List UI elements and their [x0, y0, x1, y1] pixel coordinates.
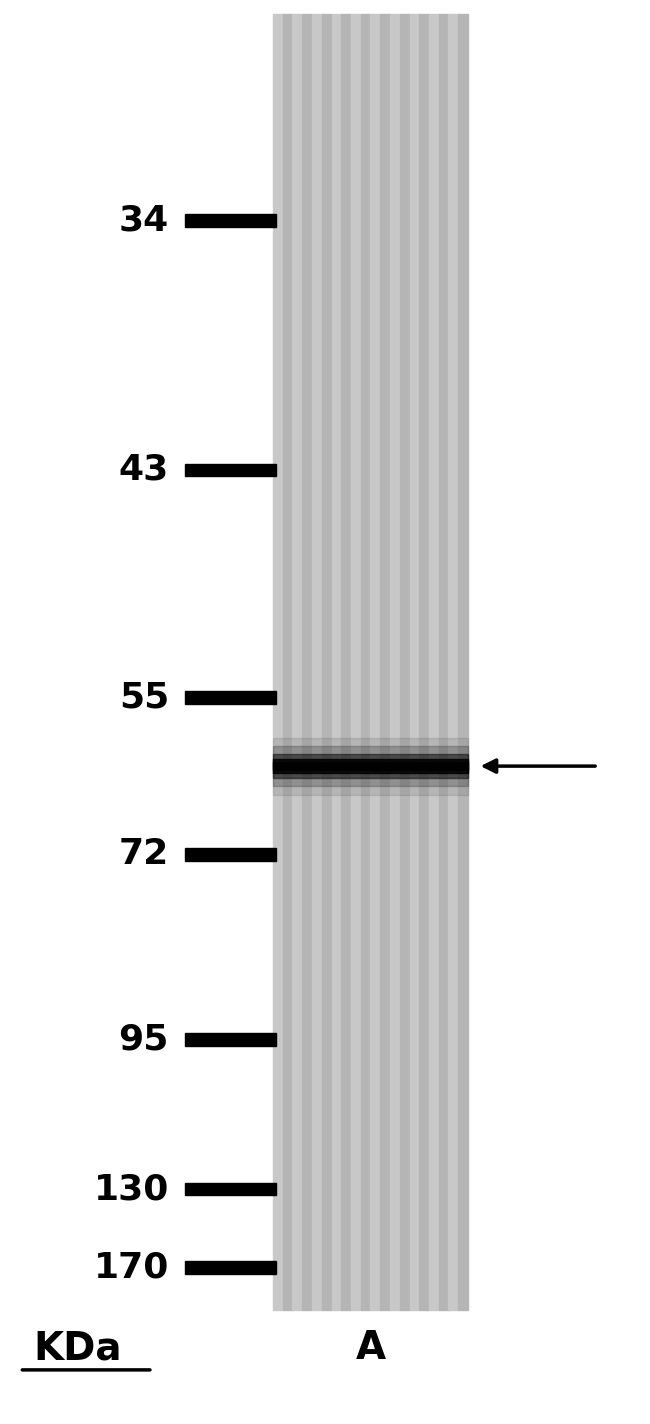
Bar: [361, 14, 370, 1310]
Bar: [185, 1034, 276, 1045]
Bar: [390, 14, 400, 1310]
Bar: [410, 14, 419, 1310]
Text: KDa: KDa: [34, 1329, 122, 1367]
Bar: [351, 14, 361, 1310]
Bar: [439, 14, 448, 1310]
Bar: [273, 14, 283, 1310]
Bar: [458, 14, 468, 1310]
Bar: [448, 14, 458, 1310]
Bar: [185, 691, 276, 703]
Text: 95: 95: [118, 1022, 169, 1057]
Bar: [332, 14, 341, 1310]
Text: 43: 43: [119, 453, 169, 487]
Bar: [273, 762, 468, 770]
Bar: [322, 14, 332, 1310]
Text: A: A: [356, 1329, 385, 1367]
Bar: [273, 759, 468, 773]
Text: 34: 34: [119, 204, 169, 238]
Bar: [380, 14, 390, 1310]
Bar: [185, 847, 276, 860]
Text: 130: 130: [94, 1172, 169, 1206]
Bar: [273, 746, 468, 786]
Bar: [419, 14, 429, 1310]
Bar: [400, 14, 410, 1310]
Bar: [302, 14, 312, 1310]
Text: 170: 170: [94, 1250, 169, 1284]
Bar: [273, 755, 468, 778]
Bar: [273, 738, 468, 795]
Bar: [185, 463, 276, 476]
Bar: [185, 1262, 276, 1273]
Bar: [341, 14, 351, 1310]
Text: 72: 72: [119, 837, 169, 871]
Text: 55: 55: [119, 681, 169, 715]
Bar: [185, 214, 276, 226]
Bar: [292, 14, 302, 1310]
Bar: [283, 14, 292, 1310]
Bar: [312, 14, 322, 1310]
Bar: [370, 14, 380, 1310]
Bar: [429, 14, 439, 1310]
Bar: [185, 1182, 276, 1196]
